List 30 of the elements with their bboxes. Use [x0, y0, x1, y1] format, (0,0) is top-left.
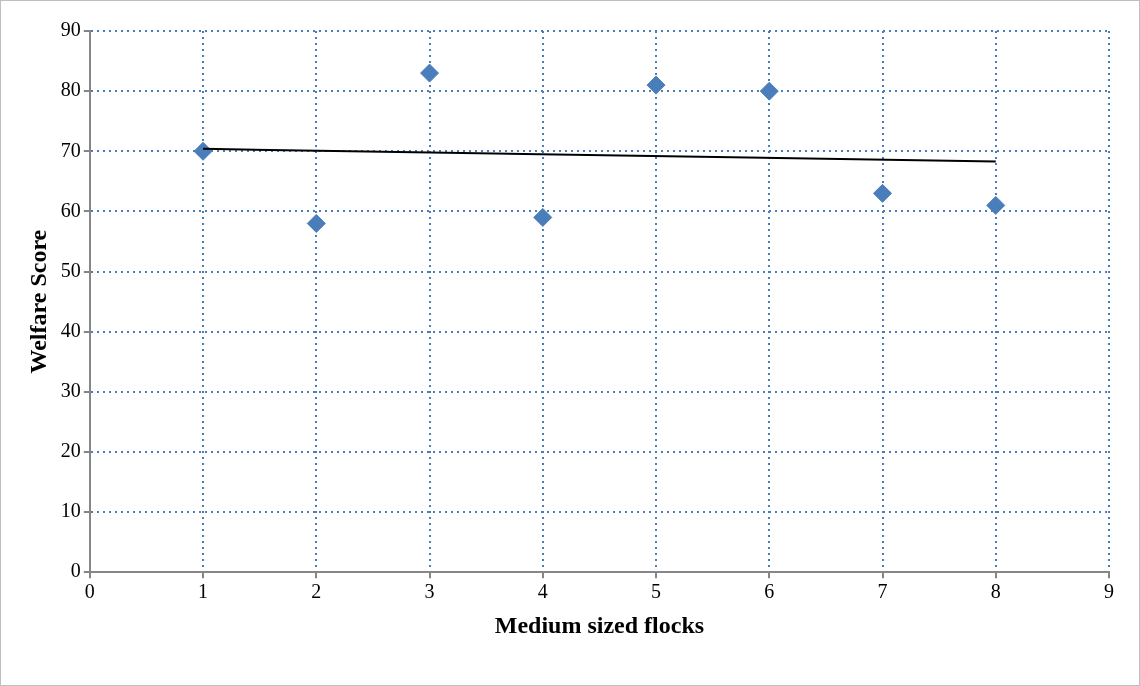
point [533, 207, 553, 227]
y-tick-label: 50 [60, 258, 81, 281]
y-tick-label: 80 [60, 78, 81, 101]
x-tick-label: 9 [1104, 580, 1114, 603]
point [420, 63, 440, 83]
y-tick-label: 60 [60, 198, 81, 221]
y-tick-label: 70 [60, 138, 81, 161]
x-tick-label: 5 [651, 580, 662, 603]
point [873, 183, 893, 203]
x-tick-label: 6 [764, 580, 775, 603]
x-axis-title: Medium sized flocks [494, 611, 705, 638]
y-tick-label: 20 [60, 439, 81, 462]
point [646, 75, 666, 95]
x-tick-label: 4 [537, 580, 548, 603]
x-tick-label: 2 [311, 580, 322, 603]
x-tick-label: 3 [424, 580, 435, 603]
y-tick-label: 40 [60, 318, 81, 341]
point [193, 141, 213, 161]
point [306, 213, 326, 233]
x-tick-label: 1 [198, 580, 209, 603]
point [759, 81, 779, 101]
x-tick-label: 0 [84, 580, 95, 603]
y-tick-label: 10 [60, 499, 81, 522]
x-tick-label: 8 [990, 580, 1001, 603]
x-tick-label: 7 [877, 580, 888, 603]
y-tick-label: 30 [60, 379, 81, 402]
y-axis-title: Welfare Score [24, 229, 51, 374]
y-tick-label: 90 [60, 18, 81, 41]
y-tick-label: 0 [70, 559, 81, 582]
point [986, 195, 1006, 215]
